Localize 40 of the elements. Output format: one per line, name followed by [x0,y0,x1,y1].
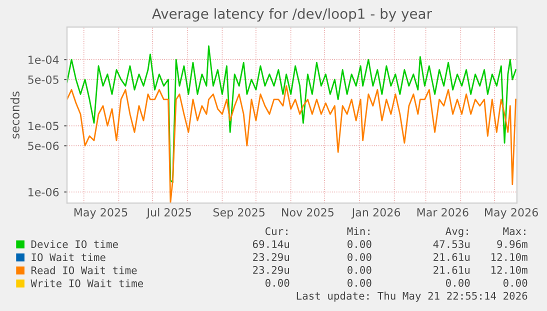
x-tick-label: May 2026 [484,208,538,219]
text: 12.10m [491,253,528,261]
text: 21.61u [434,266,470,274]
x-tick-label: Jul 2025 [146,208,191,219]
text: 0.00 [348,266,372,274]
legend-label: IO Wait time [32,253,106,262]
text: Max: [503,227,526,236]
text: 0.00 [348,253,372,261]
y-tick-label: 5e-05 [28,75,58,84]
text: 23.29u [253,253,289,261]
text: Avg: [446,227,468,238]
y-tick-label: 1e-06 [28,188,59,196]
text: 0.00 [446,278,470,287]
legend-label: Write IO Wait time [30,279,143,288]
legend-label: Device IO time [31,240,118,248]
text: 23.29u [253,266,289,274]
y-tick-label: 5e-06 [28,142,59,150]
x-tick-label: Jan 2026 [351,208,400,219]
y-tick-label: 1e-05 [28,122,58,130]
text: 9.96m [497,240,528,248]
text: 47.53u [433,240,470,248]
text: 21.61u [434,253,470,261]
legend-label: Read IO Wait time [31,266,137,274]
line-series [67,45,516,184]
text: 0.00 [503,278,528,287]
text: 12.10m [491,266,528,274]
text: Min: [347,227,370,235]
y-tick-label: 1e-04 [28,56,59,64]
x-tick-label: Mar 2026 [417,208,468,217]
text: Last update: Thu May 21 22:55:14 2026 [296,292,528,302]
chart-title: Average latency for /dev/loop1 - by year [152,8,432,22]
text: 0.00 [266,278,290,287]
text: 0.00 [348,240,372,248]
text: 69.14u [252,240,289,248]
y-axis-title: seconds [10,92,20,139]
text: Cur: [266,227,288,236]
text: 0.00 [348,278,372,287]
x-tick-label: Nov 2025 [282,208,334,217]
x-tick-label: Sep 2025 [213,208,264,219]
x-tick-label: May 2025 [74,208,128,219]
